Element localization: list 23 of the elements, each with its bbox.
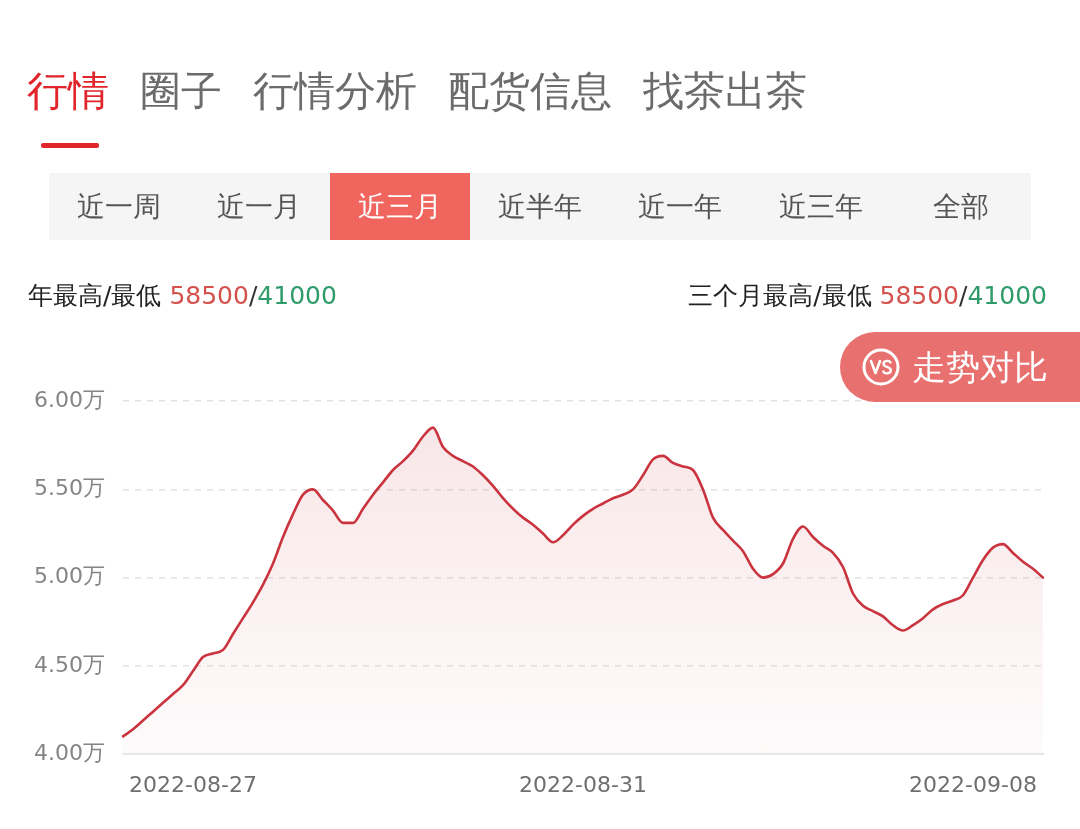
y-tick-label: 4.50万 bbox=[34, 651, 105, 677]
y-tick-label: 5.50万 bbox=[34, 475, 105, 501]
y-tick-label: 5.00万 bbox=[34, 563, 105, 589]
text: 近三年 bbox=[777, 188, 864, 225]
x-tick-label: 2022-09-08 bbox=[909, 771, 1037, 797]
text: 全部 bbox=[931, 188, 990, 225]
text: 圈子 bbox=[140, 66, 222, 116]
text: 三个月最高/最低 58500/41000 bbox=[688, 280, 1047, 312]
text: 行情分析 bbox=[253, 66, 417, 116]
text: 近一月 bbox=[216, 188, 303, 225]
text: 近一年 bbox=[637, 188, 724, 225]
x-tick-label: 2022-08-31 bbox=[519, 771, 647, 797]
text: 近三月 bbox=[329, 173, 470, 240]
text: 配货信息 bbox=[448, 66, 612, 116]
y-tick-label: 6.00万 bbox=[34, 386, 105, 412]
text: 行情 bbox=[27, 66, 109, 116]
text: 近一周 bbox=[76, 188, 163, 225]
x-tick-label: 2022-08-27 bbox=[129, 771, 257, 797]
y-tick-label: 4.00万 bbox=[34, 739, 105, 765]
text: 找茶出茶 bbox=[643, 66, 807, 116]
text: 走势对比 bbox=[912, 346, 1048, 389]
text: 年最高/最低 58500/41000 bbox=[28, 280, 337, 312]
text: 近半年 bbox=[497, 188, 583, 225]
